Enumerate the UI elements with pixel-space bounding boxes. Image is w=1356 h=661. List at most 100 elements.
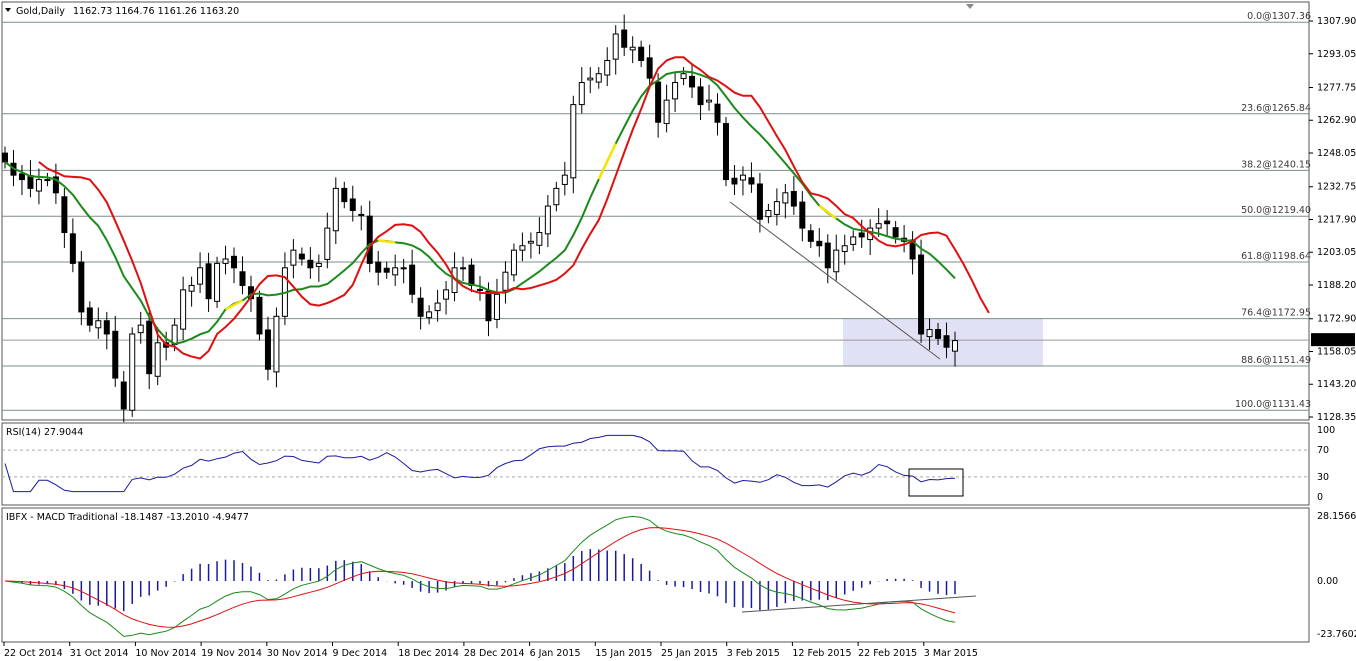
candle-body: [44, 179, 51, 182]
candle-body: [858, 232, 865, 238]
candle-body: [943, 335, 950, 348]
candle-body: [188, 284, 195, 292]
candle-body: [731, 177, 738, 185]
time-tick-label: 3 Mar 2015: [924, 648, 978, 659]
candle-body: [739, 174, 746, 181]
candle-body: [222, 258, 229, 264]
rsi-tick-label: 70: [1317, 445, 1329, 456]
candle-body: [214, 262, 221, 302]
price-tick-label: 1293.05: [1317, 49, 1356, 60]
candle-body: [714, 103, 721, 123]
price-tick-label: 1217.90: [1317, 214, 1356, 225]
time-tick-label: 6 Jan 2015: [530, 648, 581, 659]
candle-body: [595, 73, 602, 83]
candle-body: [604, 59, 611, 76]
candle-body: [298, 253, 305, 260]
ma-highlight: [224, 299, 244, 311]
candle-body: [850, 236, 857, 245]
candle-body: [909, 239, 916, 260]
candle-body: [358, 213, 365, 216]
moving-averages: [4, 56, 990, 360]
candle-body: [638, 46, 645, 61]
candle-body: [816, 240, 823, 247]
price-tick-label: 1143.20: [1317, 379, 1356, 390]
price-tick-label: 1248.05: [1317, 148, 1356, 159]
candle-body: [629, 46, 636, 51]
candle-body: [95, 320, 102, 329]
fib-label: 88.6@1151.49: [1241, 355, 1311, 366]
candle-body: [663, 99, 670, 125]
candle-body: [468, 264, 475, 286]
candle-body: [748, 177, 755, 185]
price-tick-label: 1262.90: [1317, 115, 1356, 126]
fib-label: 50.0@1219.40: [1241, 205, 1311, 216]
candle-body: [510, 249, 517, 276]
candle-body: [519, 245, 526, 251]
fib-label: 38.2@1240.15: [1241, 159, 1311, 170]
candle-body: [460, 267, 467, 270]
candle-body: [341, 187, 348, 203]
candle-body: [239, 271, 246, 286]
chart-shift-marker-icon[interactable]: [966, 4, 974, 9]
time-tick-label: 9 Dec 2014: [333, 648, 388, 659]
rsi-line: [4, 434, 956, 493]
candle-body: [52, 176, 59, 194]
rsi-tick-label: 100: [1317, 425, 1335, 436]
candle-body: [366, 215, 373, 264]
candle-body: [765, 209, 772, 218]
rsi-tick-label: 0: [1317, 492, 1323, 503]
candle-body: [375, 261, 382, 273]
fibonacci-levels: 0.0@1307.36 23.6@1265.84 38.2@1240.15 50.0@…: [2, 11, 1311, 411]
ma-highlight: [378, 239, 396, 244]
candle-body: [782, 192, 789, 204]
candle-body: [231, 255, 238, 269]
price-tick-label: 1188.20: [1317, 280, 1356, 291]
candle-body: [383, 267, 390, 273]
candle-body: [697, 86, 704, 106]
fib-label: 0.0@1307.36: [1247, 11, 1311, 22]
candle-body: [646, 57, 653, 79]
price-tick-label: 1307.90: [1317, 16, 1356, 27]
time-tick-label: 28 Dec 2014: [464, 648, 525, 659]
macd-label: IBFX - MACD Traditional -18.1487 -13.201…: [6, 512, 249, 523]
candle-body: [799, 201, 806, 229]
candle-body: [180, 289, 187, 330]
candle-body: [824, 242, 831, 269]
candle-body: [502, 271, 509, 291]
candle-body: [392, 267, 399, 276]
candle-body: [205, 263, 212, 300]
macd-trendline: [741, 595, 977, 613]
candle-body: [315, 262, 322, 267]
candle-body: [18, 173, 25, 181]
triangle-down-icon[interactable]: [5, 8, 11, 12]
candle-body: [918, 254, 925, 335]
candle-body: [332, 187, 339, 232]
fib-label: 61.8@1198.64: [1241, 251, 1311, 262]
main-price-panel: 0.0@1307.36 23.6@1265.84 38.2@1240.15 50.0@…: [1, 1, 1311, 423]
candle-body: [434, 302, 441, 312]
candle-body: [655, 81, 662, 123]
candle-body: [129, 333, 136, 411]
current-price-box: [1311, 333, 1355, 347]
rsi-tick-label: 30: [1317, 472, 1329, 483]
candle-body: [553, 187, 560, 206]
candle-body: [61, 196, 68, 234]
candle-body: [78, 261, 85, 313]
candle-body: [875, 223, 882, 229]
descending-trendline: [729, 201, 941, 360]
candle-body: [273, 315, 280, 373]
time-axis: 22 Oct 2014 31 Oct 2014 10 Nov 2014 19 Nov …: [2, 641, 1309, 659]
fib-label: 76.4@1172.95: [1241, 308, 1311, 319]
rsi-label: RSI(14) 27.9044: [6, 427, 83, 438]
candle-body: [536, 232, 543, 246]
candle-body: [477, 288, 483, 291]
candle-body: [578, 82, 585, 106]
candle-body: [672, 82, 679, 100]
price-tick-label: 1128.35: [1317, 412, 1356, 423]
candle-body: [892, 227, 899, 238]
candle-body: [935, 329, 942, 339]
current-price-label: 1163.20: [1316, 335, 1355, 346]
candle-body: [807, 230, 814, 242]
ma-highlight: [597, 143, 617, 180]
